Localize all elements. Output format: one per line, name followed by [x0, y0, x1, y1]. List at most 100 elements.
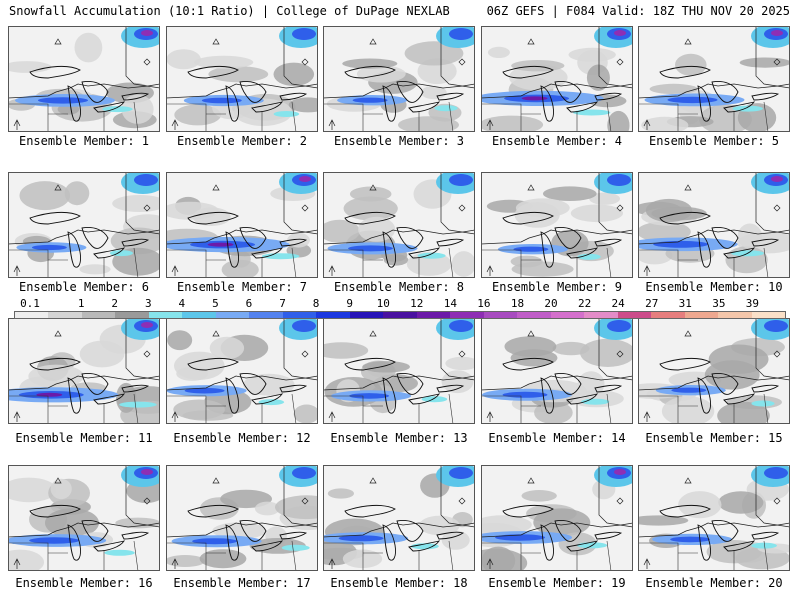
- ensemble-member-map: [638, 465, 790, 571]
- legend-tick-label: 0.1: [20, 297, 40, 310]
- ensemble-member-map: [323, 172, 475, 278]
- ensemble-member-label: Ensemble Member: 16: [15, 576, 153, 590]
- legend-swatch: [684, 312, 719, 318]
- legend-tick-label: 16: [477, 297, 491, 310]
- ensemble-member-map: [481, 318, 633, 424]
- legend-swatch: [450, 312, 484, 318]
- ensemble-member-label: Ensemble Member: 15: [645, 431, 783, 445]
- ensemble-member-map: [8, 26, 160, 132]
- ensemble-member-label: Ensemble Member: 7: [176, 280, 308, 294]
- legend-tick-label: 10: [376, 297, 390, 310]
- ensemble-member-label: Ensemble Member: 3: [333, 134, 465, 148]
- legend-tick-label: 1: [77, 297, 85, 310]
- legend-swatch: [48, 312, 82, 318]
- legend-swatch: [617, 312, 652, 318]
- ensemble-member-map: [8, 172, 160, 278]
- ensemble-member-label: Ensemble Member: 19: [488, 576, 626, 590]
- snowfall-map-13: [323, 318, 475, 424]
- legend-swatch: [550, 312, 585, 318]
- snowfall-map-3: [323, 26, 475, 132]
- snowfall-map-5: [638, 26, 790, 132]
- ensemble-member-label: Ensemble Member: 2: [176, 134, 308, 148]
- legend-colorbar: [14, 311, 786, 319]
- legend-swatch: [182, 312, 216, 318]
- ensemble-member-map: [166, 172, 318, 278]
- snowfall-map-7: [166, 172, 318, 278]
- legend-tick-label: 4: [178, 297, 186, 310]
- legend-swatch: [249, 312, 283, 318]
- ensemble-member-map: [638, 172, 790, 278]
- legend-tick-label: 12: [410, 297, 424, 310]
- ensemble-member-map: [166, 318, 318, 424]
- ensemble-member-map: [638, 318, 790, 424]
- snowfall-map-2: [166, 26, 318, 132]
- legend-tick-label: 7: [279, 297, 286, 310]
- legend-swatch: [15, 312, 49, 318]
- legend-swatch: [751, 312, 786, 318]
- snowfall-map-15: [638, 318, 790, 424]
- snowfall-map-20: [638, 465, 790, 571]
- legend-tick-label: 22: [577, 297, 592, 310]
- legend-tick-label: 31: [678, 297, 692, 310]
- ensemble-member-map: [481, 26, 633, 132]
- legend-swatch: [81, 312, 116, 318]
- legend-swatch: [316, 312, 350, 318]
- snowfall-map-6: [8, 172, 160, 278]
- chart-title: Snowfall Accumulation (10:1 Ratio) | Col…: [9, 4, 450, 18]
- ensemble-member-map: [166, 465, 318, 571]
- snowfall-map-11: [8, 318, 160, 424]
- snowfall-map-16: [8, 465, 160, 571]
- ensemble-member-map: [323, 465, 475, 571]
- snowfall-map-4: [481, 26, 633, 132]
- legend-swatch: [517, 312, 551, 318]
- ensemble-member-label: Ensemble Member: 12: [173, 431, 311, 445]
- ensemble-member-map: [323, 26, 475, 132]
- ensemble-member-label: Ensemble Member: 13: [330, 431, 468, 445]
- snowfall-map-1: [8, 26, 160, 132]
- ensemble-member-label: Ensemble Member: 20: [645, 576, 783, 590]
- legend-swatch: [651, 312, 685, 318]
- ensemble-member-label: Ensemble Member: 11: [15, 431, 153, 445]
- ensemble-member-map: [481, 465, 633, 571]
- snowfall-map-10: [638, 172, 790, 278]
- snowfall-map-8: [323, 172, 475, 278]
- snowfall-map-17: [166, 465, 318, 571]
- legend-swatch: [416, 312, 451, 318]
- snowfall-map-19: [481, 465, 633, 571]
- color-legend: 0.1 1 2 3 4 5 6 7 8 9 10 12 14 16 18 20 22 24 27 31 35 39: [14, 297, 786, 319]
- snowfall-map-14: [481, 318, 633, 424]
- legend-swatch: [584, 312, 618, 318]
- ensemble-member-label: Ensemble Member: 4: [491, 134, 623, 148]
- ensemble-member-label: Ensemble Member: 1: [18, 134, 150, 148]
- legend-swatch: [215, 312, 250, 318]
- legend-swatch: [483, 312, 518, 318]
- ensemble-member-map: [8, 465, 160, 571]
- legend-tick-label: 20: [544, 297, 558, 310]
- legend-swatch: [718, 312, 752, 318]
- ensemble-member-map: [638, 26, 790, 132]
- ensemble-member-map: [166, 26, 318, 132]
- ensemble-member-label: Ensemble Member: 9: [491, 280, 623, 294]
- legend-tick-label: 5: [212, 297, 219, 310]
- legend-swatch: [282, 312, 317, 318]
- legend-tick-label: 18: [510, 297, 525, 310]
- legend-tick-label: 8: [312, 297, 320, 310]
- ensemble-member-map: [481, 172, 633, 278]
- legend-tick-label: 6: [245, 297, 253, 310]
- ensemble-member-label: Ensemble Member: 14: [488, 431, 626, 445]
- snowfall-map-9: [481, 172, 633, 278]
- legend-tick-label: 14: [443, 297, 457, 310]
- legend-swatch: [383, 312, 417, 318]
- legend-tick-label: 24: [611, 297, 625, 310]
- legend-tick-label: 2: [111, 297, 118, 310]
- legend-swatch: [148, 312, 183, 318]
- ensemble-member-label: Ensemble Member: 18: [330, 576, 468, 590]
- ensemble-member-map: [323, 318, 475, 424]
- ensemble-member-label: Ensemble Member: 8: [333, 280, 465, 294]
- legend-tick-label: 27: [645, 297, 659, 310]
- snowfall-map-12: [166, 318, 318, 424]
- legend-tick-label: 9: [346, 297, 353, 310]
- ensemble-member-map: [8, 318, 160, 424]
- ensemble-member-label: Ensemble Member: 6: [18, 280, 150, 294]
- ensemble-member-label: Ensemble Member: 17: [173, 576, 311, 590]
